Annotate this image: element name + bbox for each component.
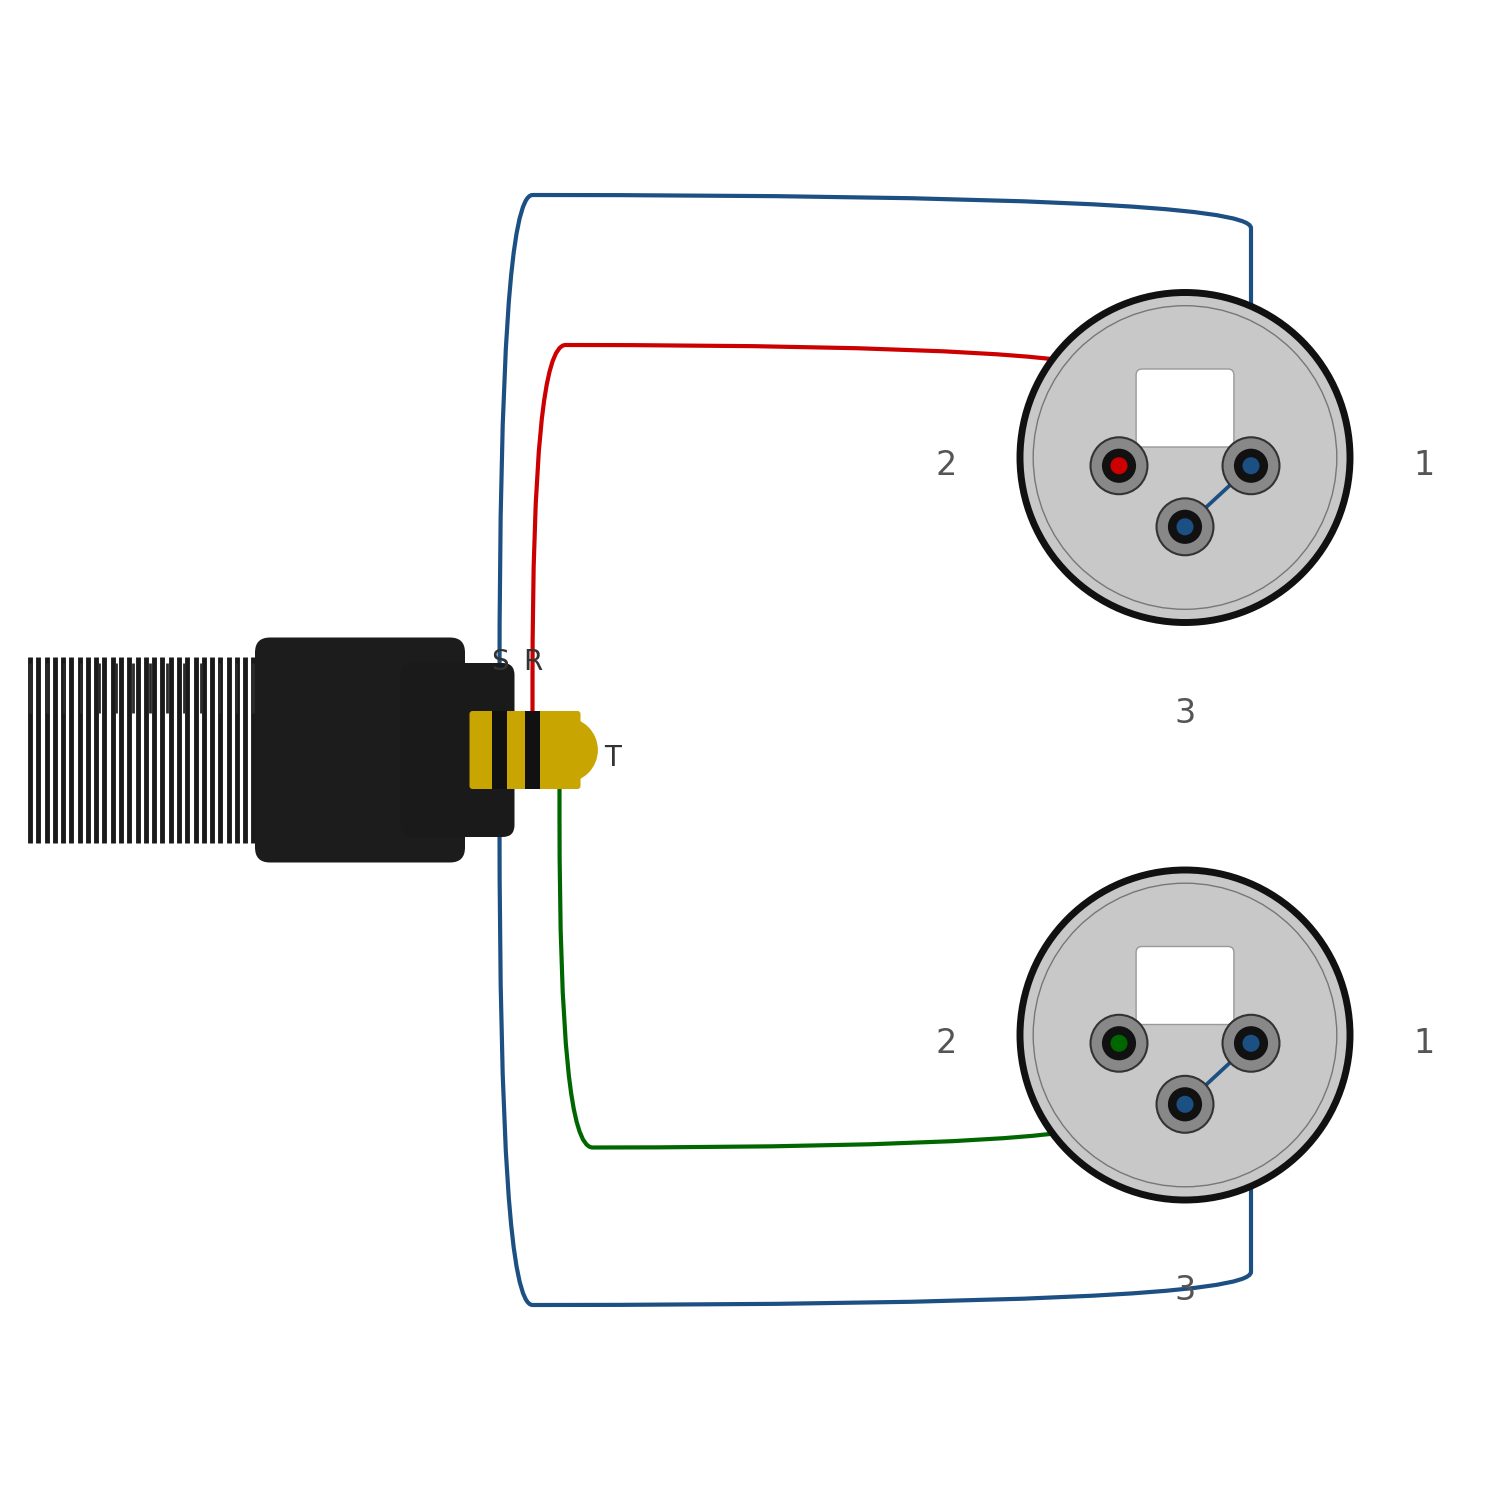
FancyBboxPatch shape (1136, 946, 1234, 1024)
Circle shape (1156, 498, 1214, 555)
Circle shape (1020, 292, 1350, 622)
Circle shape (1176, 1096, 1194, 1113)
Text: 1: 1 (1413, 450, 1436, 483)
Text: 2: 2 (934, 450, 957, 483)
Text: R: R (524, 648, 542, 676)
Circle shape (532, 717, 598, 783)
Circle shape (1168, 1088, 1202, 1122)
Circle shape (1242, 1035, 1260, 1052)
Text: 3: 3 (1174, 696, 1196, 730)
Circle shape (1102, 1026, 1136, 1060)
Text: S: S (490, 648, 508, 676)
Circle shape (1110, 1035, 1128, 1052)
Circle shape (1176, 519, 1194, 536)
FancyBboxPatch shape (1136, 369, 1234, 447)
Circle shape (1156, 1076, 1214, 1132)
Circle shape (1242, 458, 1260, 474)
Circle shape (1222, 1016, 1280, 1071)
FancyBboxPatch shape (470, 711, 580, 789)
FancyBboxPatch shape (400, 663, 514, 837)
FancyBboxPatch shape (525, 711, 540, 789)
Circle shape (1222, 438, 1280, 494)
Circle shape (1020, 870, 1350, 1200)
Text: 3: 3 (1174, 1275, 1196, 1308)
FancyBboxPatch shape (492, 711, 507, 789)
Circle shape (1090, 438, 1148, 494)
Circle shape (1234, 448, 1268, 483)
Circle shape (1090, 1016, 1148, 1071)
Text: 1: 1 (1413, 1026, 1436, 1059)
Text: 2: 2 (934, 1026, 957, 1059)
Circle shape (1234, 1026, 1268, 1060)
FancyBboxPatch shape (255, 638, 465, 862)
Text: T: T (604, 744, 621, 771)
Circle shape (1102, 448, 1136, 483)
Circle shape (1110, 458, 1128, 474)
Circle shape (1168, 510, 1202, 544)
